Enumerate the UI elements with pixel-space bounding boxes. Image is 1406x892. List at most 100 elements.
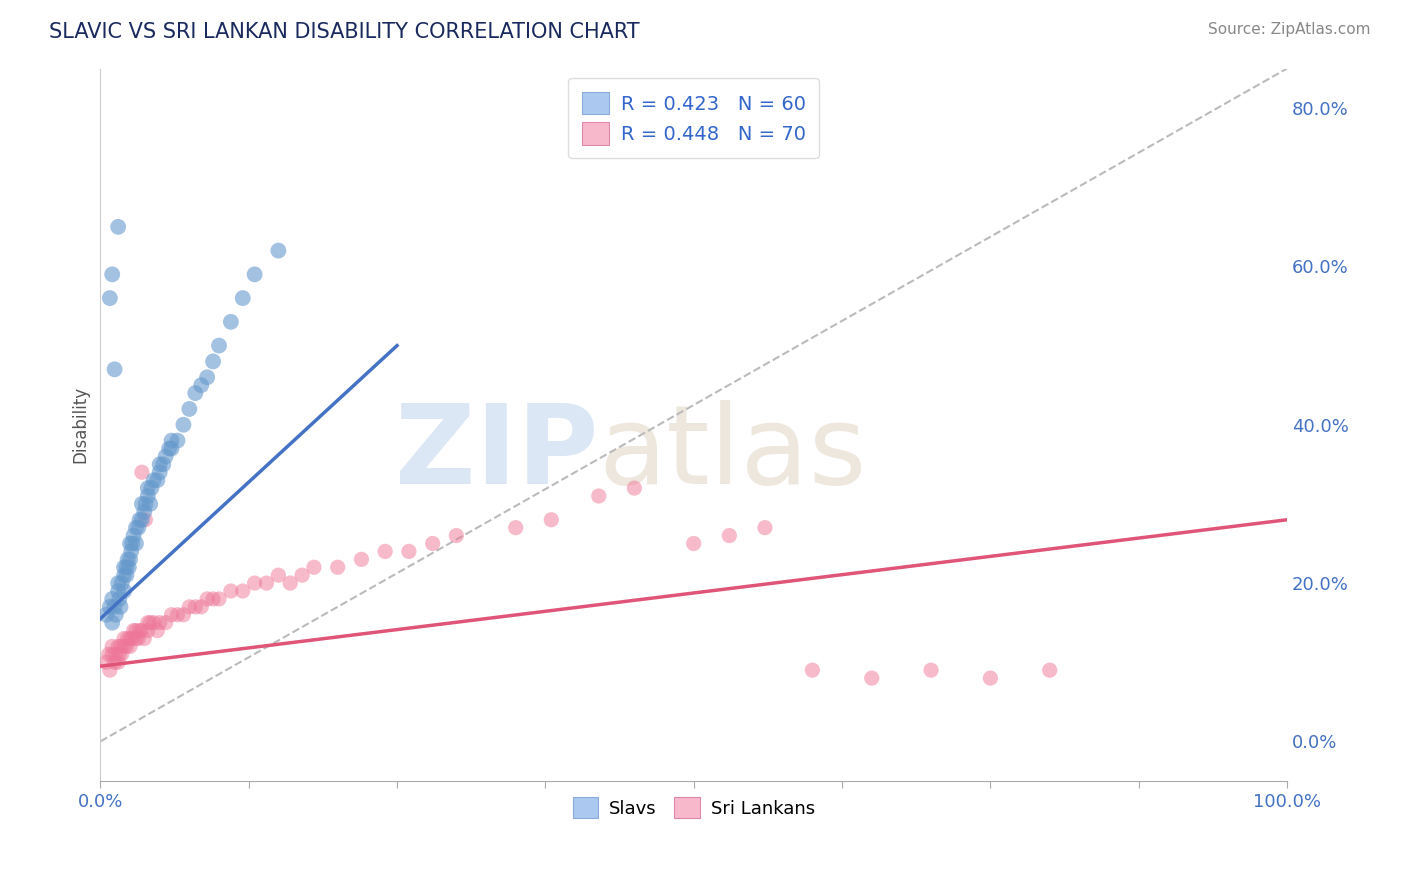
Point [104, 607, 127, 622]
Point [149, 458, 172, 472]
Point [121, 536, 143, 550]
Point [801, 663, 824, 677]
Point [98, 291, 121, 305]
Point [101, 640, 124, 654]
Point [131, 513, 153, 527]
Point [190, 378, 212, 392]
Point [219, 315, 242, 329]
Point [101, 268, 124, 282]
Point [134, 505, 156, 519]
Point [96, 655, 118, 669]
Point [172, 417, 194, 432]
Point [125, 632, 148, 646]
Point [118, 632, 141, 646]
Point [107, 640, 129, 654]
Point [166, 434, 188, 448]
Point [195, 370, 218, 384]
Point [117, 552, 139, 566]
Text: ZIP: ZIP [395, 400, 599, 507]
Point [115, 640, 138, 654]
Point [152, 458, 174, 472]
Point [302, 560, 325, 574]
Point [118, 552, 141, 566]
Point [326, 560, 349, 574]
Point [112, 568, 135, 582]
Point [179, 401, 201, 416]
Point [98, 663, 121, 677]
Point [184, 386, 207, 401]
Point [446, 528, 468, 542]
Point [96, 607, 118, 622]
Point [588, 489, 610, 503]
Y-axis label: Disability: Disability [72, 386, 89, 463]
Point [682, 536, 704, 550]
Point [120, 544, 142, 558]
Point [127, 521, 149, 535]
Point [107, 584, 129, 599]
Point [157, 442, 180, 456]
Point [108, 591, 131, 606]
Point [540, 513, 562, 527]
Point [112, 584, 135, 599]
Point [128, 624, 150, 638]
Point [121, 632, 143, 646]
Point [208, 591, 231, 606]
Point [860, 671, 883, 685]
Point [122, 528, 145, 542]
Point [149, 465, 172, 479]
Point [134, 632, 156, 646]
Point [146, 473, 169, 487]
Point [98, 599, 121, 614]
Point [107, 219, 129, 234]
Point [179, 599, 201, 614]
Point [350, 552, 373, 566]
Text: Source: ZipAtlas.com: Source: ZipAtlas.com [1208, 22, 1371, 37]
Point [115, 560, 138, 574]
Point [243, 268, 266, 282]
Legend: Slavs, Sri Lankans: Slavs, Sri Lankans [565, 790, 823, 825]
Point [149, 615, 172, 630]
Point [125, 624, 148, 638]
Point [104, 655, 127, 669]
Point [111, 576, 134, 591]
Point [291, 568, 314, 582]
Point [136, 615, 159, 630]
Point [160, 434, 183, 448]
Point [118, 536, 141, 550]
Point [623, 481, 645, 495]
Point [107, 576, 129, 591]
Point [195, 591, 218, 606]
Point [101, 591, 124, 606]
Point [243, 576, 266, 591]
Point [219, 584, 242, 599]
Point [155, 450, 177, 464]
Point [112, 640, 135, 654]
Point [190, 599, 212, 614]
Point [155, 615, 177, 630]
Point [136, 624, 159, 638]
Point [107, 655, 129, 669]
Point [101, 648, 124, 662]
Point [184, 599, 207, 614]
Point [125, 536, 148, 550]
Point [754, 521, 776, 535]
Point [142, 473, 165, 487]
Point [232, 291, 254, 305]
Point [374, 544, 396, 558]
Point [110, 640, 132, 654]
Point [278, 576, 301, 591]
Point [131, 465, 153, 479]
Point [267, 568, 290, 582]
Point [920, 663, 942, 677]
Point [131, 497, 153, 511]
Text: SLAVIC VS SRI LANKAN DISABILITY CORRELATION CHART: SLAVIC VS SRI LANKAN DISABILITY CORRELAT… [49, 22, 640, 42]
Point [112, 560, 135, 574]
Point [256, 576, 278, 591]
Point [232, 584, 254, 599]
Point [104, 599, 127, 614]
Point [104, 362, 127, 376]
Point [146, 624, 169, 638]
Point [202, 354, 225, 368]
Point [398, 544, 420, 558]
Point [142, 615, 165, 630]
